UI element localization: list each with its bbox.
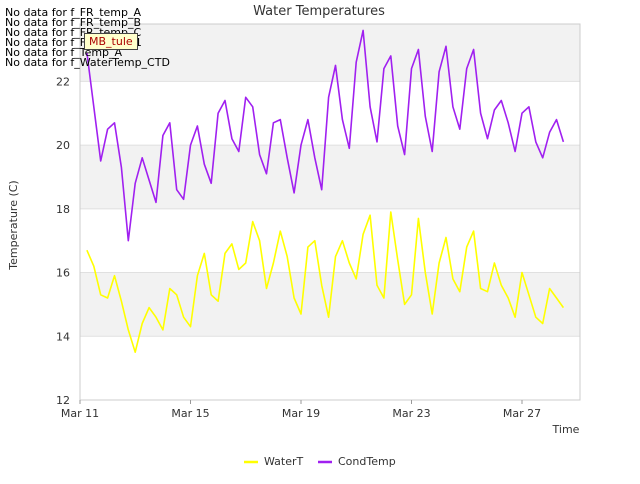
x-tick-label: Mar 15	[171, 407, 209, 420]
no-data-message: No data for f_FR_temp_B	[5, 16, 142, 29]
y-tick-label: 16	[56, 267, 70, 280]
no-data-message: No data for f_FR_temp_C	[5, 26, 142, 39]
site-tooltip: MB_tule	[84, 33, 138, 50]
y-tick-label: 12	[56, 394, 70, 407]
legend: WaterT CondTemp	[244, 455, 396, 468]
x-tick-label: Mar 19	[282, 407, 320, 420]
plot-bands	[80, 24, 580, 337]
gridlines	[80, 80, 580, 401]
y-tick-label: 18	[56, 203, 70, 216]
plot-band	[80, 24, 580, 82]
no-data-message: No data for f_FR_temp_A	[5, 6, 141, 19]
y-tick-label: 14	[56, 330, 70, 343]
legend-label: CondTemp	[338, 455, 396, 468]
no-data-message: No data for f_Temp_A	[5, 46, 123, 59]
axes: 12 14 16 18 20 22 Mar 11 Mar 15 Mar 19 Mar 23 Mar …	[56, 75, 541, 420]
no-data-messages: No data for f_FR_temp_A No data for f_FR…	[5, 6, 170, 69]
series-line-condtemp	[86, 29, 565, 242]
chart-title: Water Temperatures	[253, 4, 385, 19]
x-tick-label: Mar 23	[392, 407, 430, 420]
x-tick-label: Mar 27	[503, 407, 541, 420]
x-tick-label: Mar 11	[61, 407, 99, 420]
y-tick-label: 20	[56, 139, 70, 152]
y-axis-label: Temperature (C)	[7, 180, 20, 270]
no-data-message: No data for f_FD_Temp_1	[5, 36, 142, 49]
plot-band	[80, 145, 580, 209]
plot-frame	[79, 23, 581, 401]
x-axis-label: Time	[552, 423, 580, 436]
series-lines	[86, 29, 565, 354]
no-data-message: No data for f_WaterTemp_CTD	[5, 56, 170, 69]
legend-label: WaterT	[264, 455, 304, 468]
series-line-watert	[86, 211, 565, 354]
y-tick-label: 22	[56, 75, 70, 88]
